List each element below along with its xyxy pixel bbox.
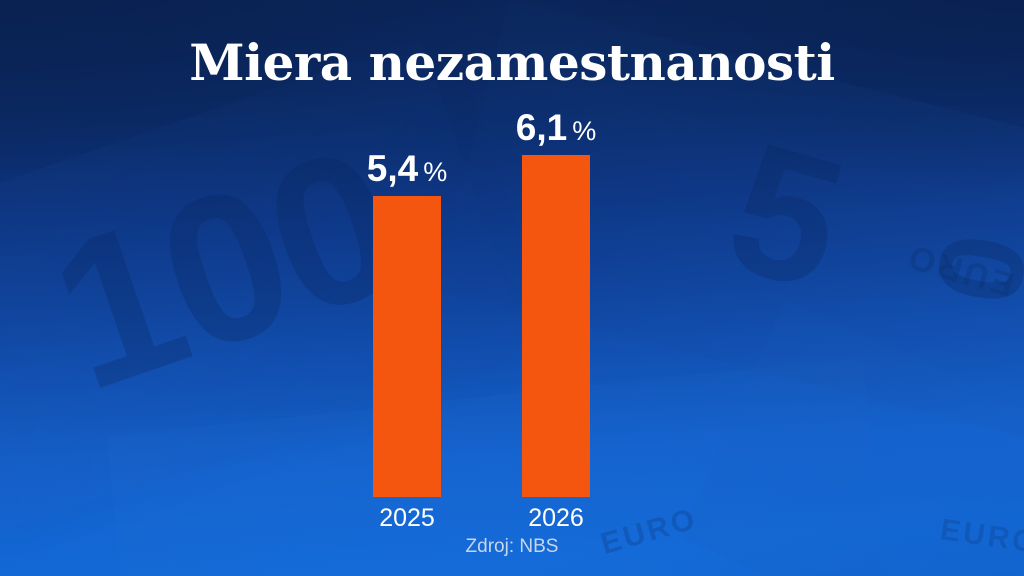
bar-2025: 5,4% 2025 <box>367 150 447 532</box>
bar-category-label-2025: 2025 <box>379 504 435 532</box>
bar-value-number-2025: 5,4 <box>366 148 419 189</box>
bar-value-label-2025: 5,4% <box>367 150 447 187</box>
bar-category-label-2026: 2026 <box>528 504 584 532</box>
bar-2026: 6,1% 2026 <box>516 109 596 532</box>
chart-title: Miera nezamestnanosti <box>189 33 835 92</box>
chart-source-attribution: Zdroj: NBS <box>465 536 559 557</box>
bar-value-label-2026: 6,1% <box>516 109 596 146</box>
bar-value-number-2026: 6,1 <box>515 107 568 148</box>
bar-value-percent-2025: % <box>423 157 448 187</box>
bar-value-percent-2026: % <box>572 116 597 146</box>
